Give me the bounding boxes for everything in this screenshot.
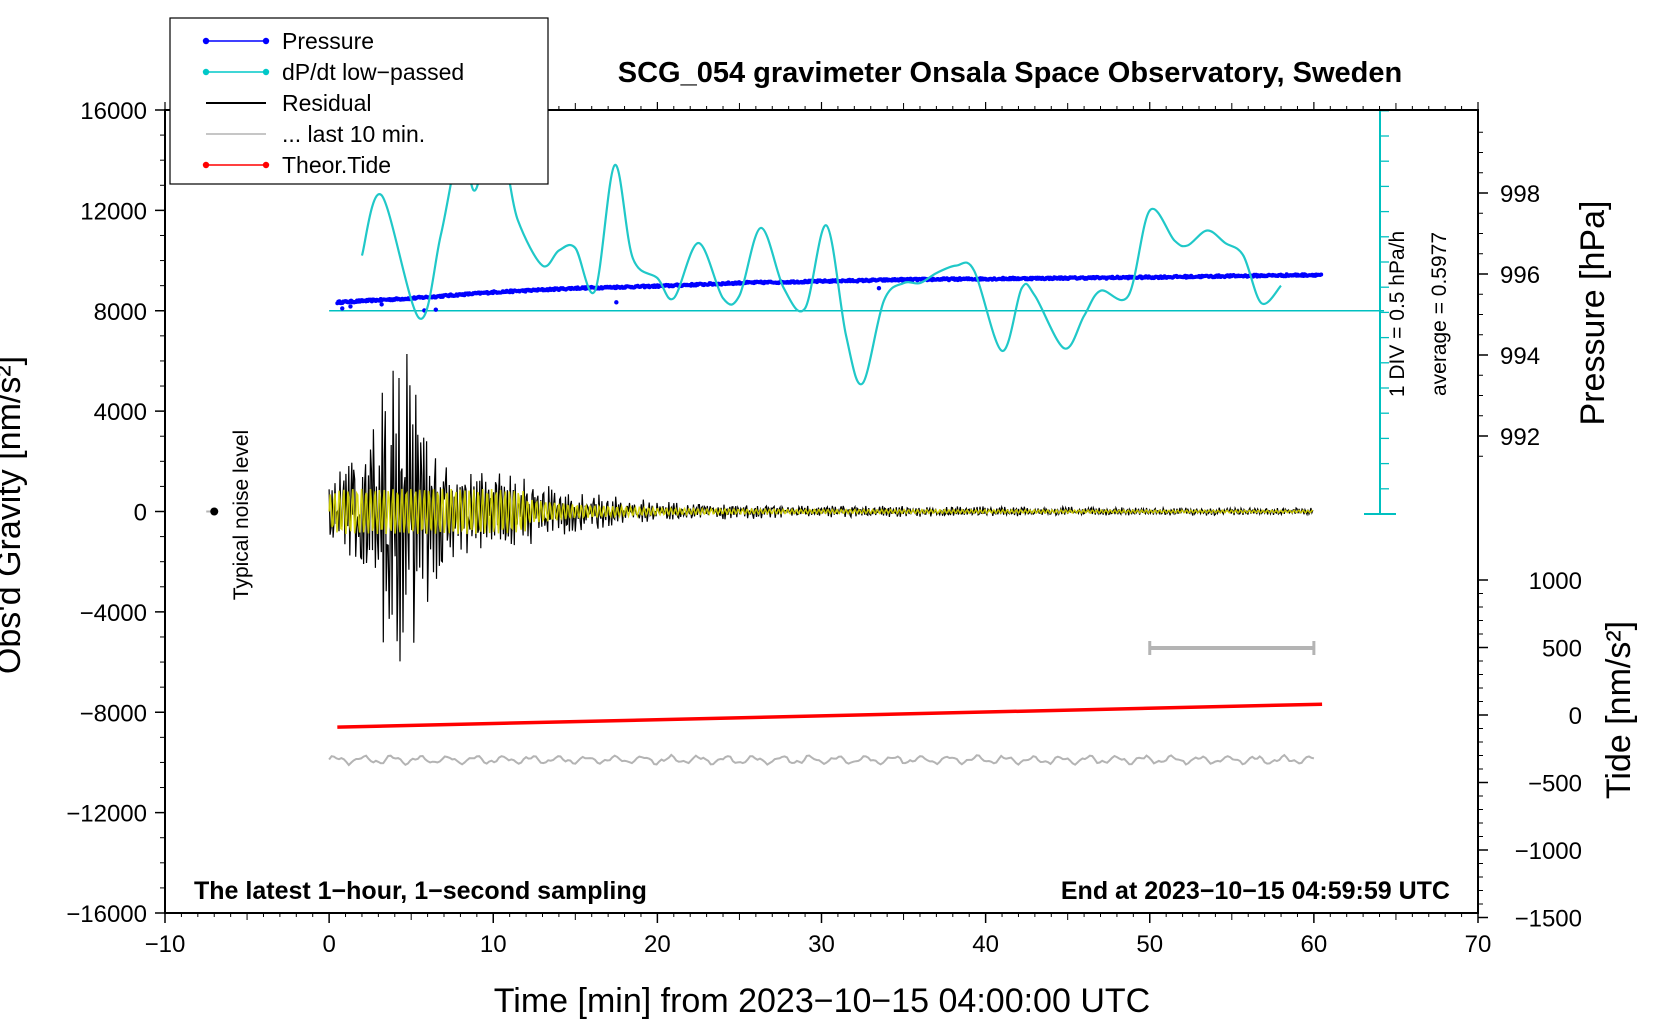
pressure-tick-label: 996 [1500, 262, 1540, 289]
pressure-point [433, 307, 439, 312]
legend-box [169, 17, 549, 185]
noise-label: Typical noise level [230, 430, 253, 600]
x-tick-label: 0 [322, 931, 335, 958]
scale-label-div: 1 DIV = 0.5 hPa/h [1386, 231, 1409, 397]
legend-marker [202, 37, 210, 45]
x-tick-label: 30 [808, 931, 835, 958]
y-tick-label: 12000 [80, 198, 147, 225]
legend: Pressure dP/dt low−passed Residual ... last… [169, 17, 549, 185]
x-tick-label: 50 [1136, 931, 1163, 958]
y-axis-title-pressure: Pressure [hPa] [1574, 201, 1612, 426]
legend-label: Pressure [282, 28, 374, 54]
y-tick-label: −12000 [66, 801, 147, 828]
legend-marker [262, 68, 270, 76]
chart-title: SCG_054 gravimeter Onsala Space Observat… [618, 57, 1402, 89]
pressure-point [379, 302, 384, 307]
tide-tick-label: 500 [1542, 636, 1582, 663]
y-tick-label: 16000 [80, 98, 147, 125]
tide-tick-label: −1000 [1515, 838, 1582, 865]
last-10-min-line [328, 753, 1315, 767]
tide-tick-label: 0 [1569, 703, 1582, 730]
legend-marker [202, 68, 210, 76]
pressure-point [876, 285, 882, 291]
legend-marker [202, 161, 210, 169]
legend-label: Theor.Tide [282, 152, 391, 178]
x-tick-label: 20 [644, 931, 671, 958]
tide-tick-label: −500 [1528, 771, 1582, 798]
tide-tick-label: 1000 [1529, 568, 1582, 595]
data-layer [206, 110, 1396, 767]
pressure-tick-label: 998 [1500, 181, 1540, 208]
x-tick-label: −10 [145, 931, 186, 958]
y-tick-label: −8000 [80, 700, 147, 727]
noise-level-marker [210, 507, 219, 516]
x-tick-label: 10 [480, 931, 507, 958]
y-tick-label: 4000 [94, 399, 147, 426]
pressure-tick-label: 992 [1500, 424, 1540, 451]
pressure-line [335, 272, 1324, 306]
y-axis-title-left: Obs'd Gravity [nm/s²] [0, 356, 28, 674]
y-tick-label: −16000 [66, 901, 147, 928]
y-tick-label: 0 [134, 500, 147, 527]
scale-label-average: average = 0.5977 [1428, 232, 1451, 396]
bottom-right-note: End at 2023−10−15 04:59:59 UTC [1061, 877, 1450, 905]
y-axis-title-tide: Tide [nm/s²] [1600, 621, 1638, 799]
pressure-point [340, 306, 345, 311]
x-tick-label: 70 [1465, 931, 1492, 958]
residual-lowpass-line [328, 488, 1314, 535]
pressure-tick-label: 994 [1500, 343, 1540, 370]
tick-layer: −10 0 10 20 30 40 50 60 70 16000 12000 8000 4000 0 −40… [66, 98, 1582, 958]
legend-marker [262, 37, 270, 45]
pressure-point [614, 300, 619, 305]
legend-label: Residual [282, 90, 372, 116]
x-tick-label: 60 [1301, 931, 1328, 958]
x-tick-label: 40 [972, 931, 999, 958]
x-axis-title: Time [min] from 2023−10−15 04:00:00 UTC [494, 982, 1150, 1020]
bottom-left-note: The latest 1−hour, 1−second sampling [194, 877, 647, 905]
legend-marker [262, 161, 270, 169]
tide-tick-label: −1500 [1515, 906, 1582, 933]
y-tick-label: 8000 [94, 299, 147, 326]
legend-label: ... last 10 min. [282, 121, 425, 147]
y-tick-label: −4000 [80, 600, 147, 627]
legend-items: Pressure dP/dt low−passed Residual ... last… [202, 28, 464, 178]
tide-line [337, 702, 1323, 729]
pressure-series [335, 272, 1324, 313]
legend-label: dP/dt low−passed [282, 59, 464, 85]
pressure-point [348, 304, 353, 309]
